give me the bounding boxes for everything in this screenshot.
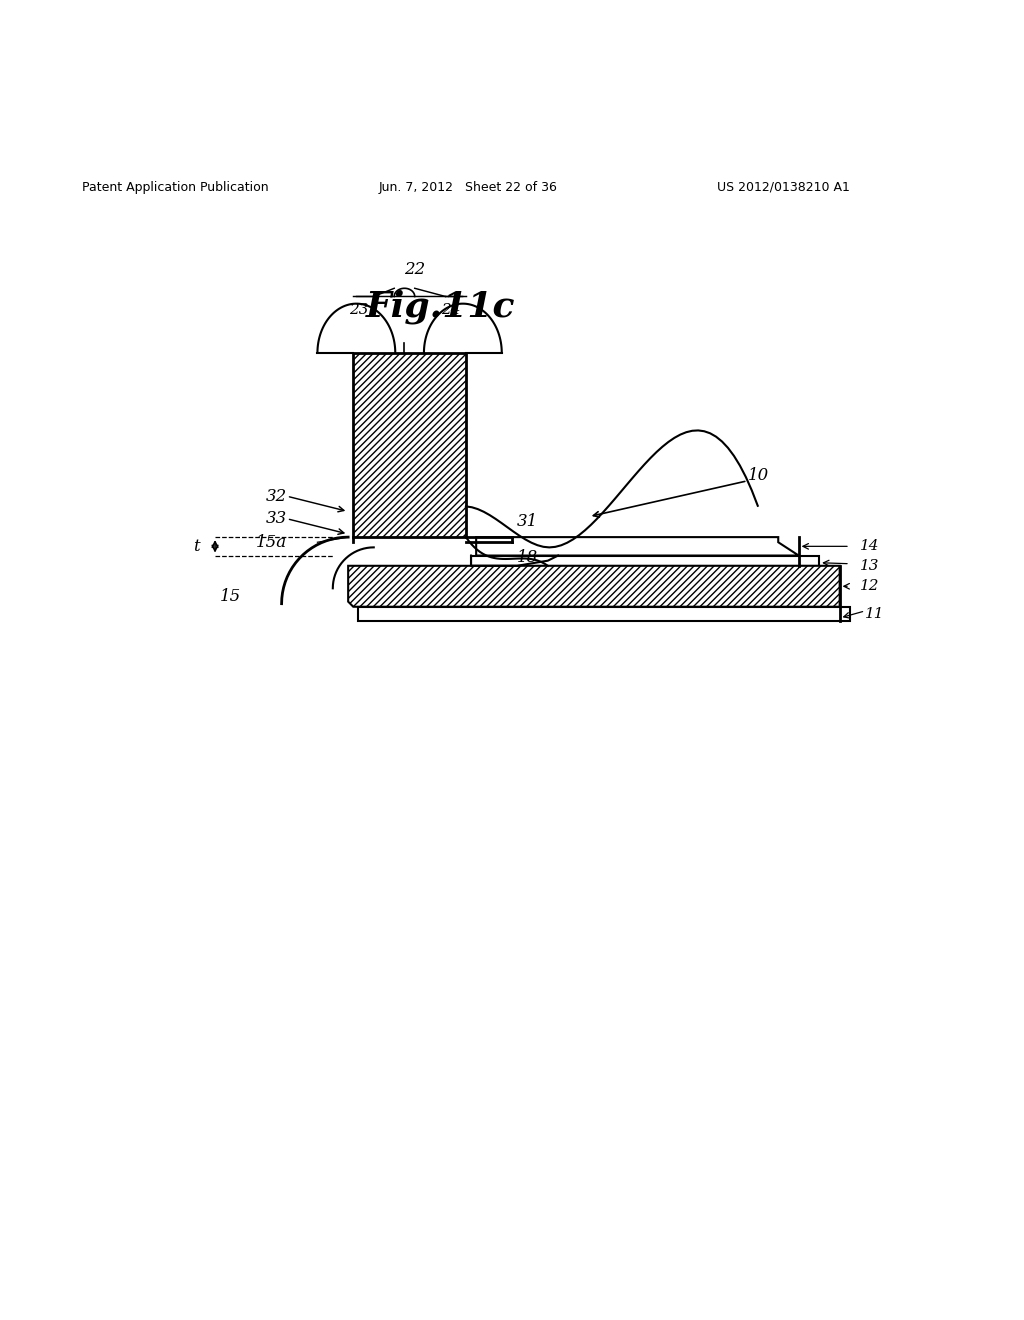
Text: Fig.11c: Fig.11c xyxy=(366,289,515,323)
Text: t: t xyxy=(194,537,200,554)
Polygon shape xyxy=(471,556,819,566)
Text: 12: 12 xyxy=(860,579,880,593)
Text: 23: 23 xyxy=(348,304,369,317)
Polygon shape xyxy=(353,352,466,537)
Text: 22: 22 xyxy=(404,261,425,279)
Text: Jun. 7, 2012   Sheet 22 of 36: Jun. 7, 2012 Sheet 22 of 36 xyxy=(379,181,558,194)
Text: 32: 32 xyxy=(265,487,287,504)
Polygon shape xyxy=(476,537,799,556)
Text: Patent Application Publication: Patent Application Publication xyxy=(82,181,268,194)
Polygon shape xyxy=(358,607,850,622)
Polygon shape xyxy=(348,566,840,607)
Polygon shape xyxy=(282,537,374,603)
Text: 15: 15 xyxy=(220,587,241,605)
Text: 10: 10 xyxy=(748,467,769,484)
Text: 18: 18 xyxy=(517,549,539,566)
Text: 11: 11 xyxy=(865,607,885,620)
Text: 15a: 15a xyxy=(256,533,287,550)
Text: 24: 24 xyxy=(440,304,461,317)
Text: 31: 31 xyxy=(517,513,539,531)
Text: 13: 13 xyxy=(860,558,880,573)
Text: 33: 33 xyxy=(265,511,287,527)
Text: 14: 14 xyxy=(860,540,880,553)
Text: US 2012/0138210 A1: US 2012/0138210 A1 xyxy=(717,181,850,194)
